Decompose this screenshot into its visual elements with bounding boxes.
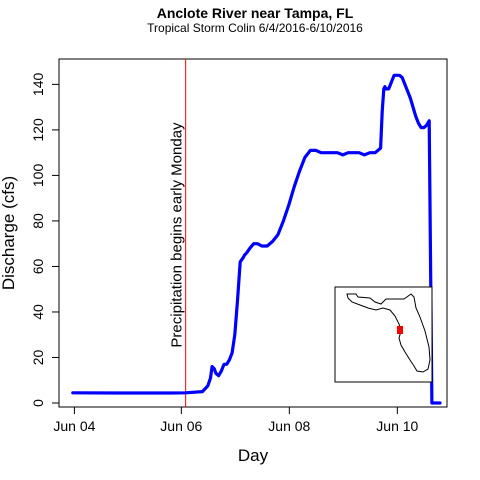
y-tick-label: 0 xyxy=(30,399,46,407)
y-axis: 0 20 40 60 80 100 120 140 xyxy=(30,72,59,406)
y-tick-label: 100 xyxy=(30,164,46,188)
chart-title: Anclote River near Tampa, FL xyxy=(157,5,354,21)
x-tick-label: Jun 08 xyxy=(268,418,310,434)
chart-subtitle: Tropical Storm Colin 6/4/2016-6/10/2016 xyxy=(147,21,363,35)
x-axis-label: Day xyxy=(238,446,269,465)
y-tick-label: 120 xyxy=(30,118,46,142)
precipitation-label: Precipitation begins early Monday xyxy=(169,122,186,348)
precipitation-annotation: Precipitation begins early Monday xyxy=(169,59,186,407)
y-tick-label: 80 xyxy=(30,213,46,229)
site-marker xyxy=(397,326,403,334)
x-tick-label: Jun 04 xyxy=(53,418,95,434)
x-axis: Jun 04 Jun 06 Jun 08 Jun 10 xyxy=(53,407,418,434)
florida-inset-map xyxy=(335,287,432,382)
y-tick-label: 40 xyxy=(30,304,46,320)
y-tick-label: 60 xyxy=(30,258,46,274)
y-axis-label: Discharge (cfs) xyxy=(0,176,18,290)
y-tick-label: 20 xyxy=(30,349,46,365)
x-tick-label: Jun 10 xyxy=(376,418,418,434)
x-tick-label: Jun 06 xyxy=(160,418,202,434)
y-tick-label: 140 xyxy=(30,72,46,96)
